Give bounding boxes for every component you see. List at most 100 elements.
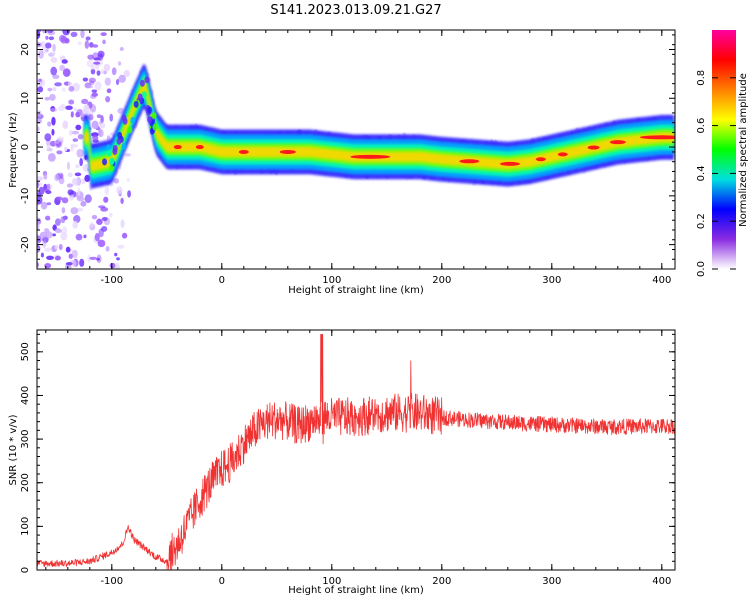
heatmap-cell: [72, 138, 79, 142]
heatmap-cell: [109, 212, 113, 218]
heatmap-cell: [98, 120, 102, 125]
heatmap-cell: [37, 195, 43, 205]
heatmap-cell: [116, 257, 120, 261]
heatmap-cell: [90, 68, 96, 75]
heatmap-peak: [557, 152, 568, 157]
spectrogram-xtick-label: 200: [432, 275, 451, 286]
heatmap-cell: [40, 252, 44, 258]
heatmap-cell: [55, 218, 61, 226]
heatmap-cell: [81, 178, 85, 185]
heatmap-cell: [46, 144, 52, 149]
heatmap-cell: [79, 158, 83, 167]
heatmap-peak: [195, 145, 204, 150]
heatmap-peak: [459, 159, 480, 164]
heatmap-cell: [94, 81, 102, 91]
heatmap-cell: [37, 181, 40, 189]
heatmap-cell: [40, 201, 48, 210]
colorbar-tick-label: 0.2: [696, 213, 707, 229]
snr-ytick-label: 200: [20, 473, 31, 492]
heatmap-cell: [69, 193, 74, 201]
heatmap-cell: [92, 135, 99, 141]
heatmap-cell: [152, 123, 158, 131]
colorbar-gradient: [712, 30, 736, 269]
heatmap-cell: [121, 142, 127, 150]
heatmap-cell: [55, 196, 63, 201]
heatmap-cell: [105, 96, 111, 103]
heatmap-cell: [69, 259, 77, 268]
heatmap-cell: [67, 189, 74, 196]
snr-xtick-label: -100: [100, 576, 123, 587]
heatmap-peak: [279, 149, 296, 154]
heatmap-cell: [68, 129, 73, 136]
heatmap-cell: [76, 148, 84, 158]
heatmap-cell: [45, 42, 52, 49]
heatmap-cell: [109, 113, 114, 122]
heatmap-cell: [37, 86, 44, 93]
heatmap-cell: [62, 30, 71, 36]
heatmap-cell: [44, 133, 52, 142]
snr-ytick-label: 300: [20, 430, 31, 449]
heatmap-cell: [84, 40, 90, 49]
heatmap-cell: [121, 232, 128, 239]
heatmap-cell: [84, 174, 91, 183]
spectrogram-ytick-label: -20: [20, 236, 31, 252]
snr-ytick-label: 400: [20, 386, 31, 405]
heatmap-cell: [82, 77, 89, 82]
heatmap-cell: [62, 68, 71, 77]
heatmap-cell: [72, 178, 78, 186]
heatmap-cell: [109, 157, 115, 165]
heatmap-cell: [105, 246, 110, 252]
heatmap-cell: [80, 201, 87, 207]
heatmap-cell: [37, 222, 40, 231]
heatmap-cell: [77, 134, 84, 140]
heatmap-cell: [61, 207, 66, 214]
heatmap-cell: [137, 93, 143, 101]
heatmap-cell: [43, 173, 48, 180]
heatmap-cell: [42, 240, 47, 248]
heatmap-cell: [74, 172, 82, 177]
heatmap-cell: [47, 87, 53, 92]
heatmap-cell: [68, 253, 73, 260]
heatmap-cell: [52, 224, 57, 231]
heatmap-peak: [535, 157, 546, 162]
heatmap-ridge-band: [84, 81, 674, 172]
spectrogram-image: [37, 30, 675, 269]
heatmap-cell: [109, 262, 116, 269]
spectrogram-xtick-label: 0: [219, 275, 225, 286]
heatmap-cell: [93, 61, 101, 65]
heatmap-cell: [87, 54, 95, 60]
heatmap-cell: [144, 76, 150, 84]
heatmap-cell: [39, 231, 48, 238]
heatmap-cell: [119, 47, 124, 51]
heatmap-cell: [79, 258, 85, 267]
heatmap-cell: [37, 192, 41, 197]
heatmap-cell: [116, 137, 122, 145]
heatmap-cell: [88, 114, 94, 121]
heatmap-cell: [97, 239, 106, 248]
heatmap-cell: [54, 173, 60, 182]
heatmap-cell: [146, 106, 152, 114]
heatmap-cell: [114, 262, 120, 269]
heatmap-cell: [127, 126, 133, 134]
heatmap-cell: [71, 130, 80, 135]
spectrogram-ytick-label: -10: [20, 188, 31, 204]
snr-y-label: SNR (10 * v/v): [8, 414, 19, 485]
spectrogram-ytick-label: 20: [20, 43, 31, 56]
heatmap-cell: [104, 186, 110, 196]
snr-xtick-label: 300: [542, 576, 561, 587]
heatmap-cell: [96, 70, 101, 76]
heatmap-cell: [130, 116, 136, 124]
heatmap-cell: [52, 233, 56, 237]
heatmap-cell: [38, 49, 44, 59]
heatmap-cell: [50, 66, 58, 76]
heatmap-cell: [37, 149, 41, 154]
heatmap-cell: [98, 129, 104, 138]
heatmap-cell: [62, 226, 68, 235]
spectrogram-ytick-label: 10: [20, 92, 31, 105]
heatmap-cell: [46, 202, 52, 206]
heatmap-cell: [85, 36, 91, 41]
heatmap-cell: [42, 30, 48, 34]
heatmap-cell: [54, 82, 62, 87]
heatmap-cell: [104, 77, 111, 86]
heatmap-cell: [67, 81, 73, 87]
